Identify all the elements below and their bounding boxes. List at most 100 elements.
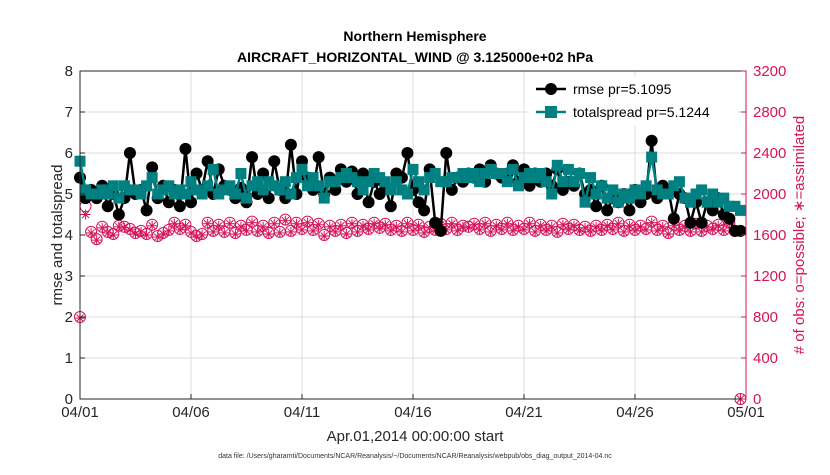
x-axis: 04/01 04/06 04/11 04/16 04/21 04/26 05/01 bbox=[61, 394, 765, 421]
x-tick-label: 05/01 bbox=[727, 404, 765, 421]
totalspread-point bbox=[318, 192, 330, 204]
obs-asterisk-stroke bbox=[142, 231, 151, 239]
totalspread-point bbox=[662, 188, 674, 200]
rmse-point bbox=[645, 134, 658, 147]
obs-assimilated-point bbox=[485, 226, 496, 237]
obs-assimilated-point bbox=[574, 225, 585, 236]
obs-assimilated-point bbox=[186, 227, 196, 238]
obs-asterisk-stroke bbox=[664, 230, 673, 238]
rmse-point bbox=[140, 204, 153, 217]
totalspread-point bbox=[424, 172, 436, 184]
totalspread-point bbox=[474, 176, 486, 188]
obs-asterisk-stroke bbox=[342, 230, 351, 238]
x-tick-label: 04/11 bbox=[284, 404, 320, 421]
totalspread-point bbox=[479, 168, 491, 179]
y-left-tick-label: 5 bbox=[65, 186, 73, 203]
totalspread-point bbox=[507, 163, 519, 175]
rmse-point bbox=[284, 138, 297, 151]
totalspread-point bbox=[141, 180, 153, 192]
totalspread-point bbox=[496, 168, 508, 179]
obs-asterisk-stroke bbox=[398, 228, 406, 236]
totalspread-point bbox=[601, 192, 613, 204]
totalspread-point bbox=[313, 180, 325, 192]
x-tick-label: 04/01 bbox=[61, 404, 99, 421]
obs-asterisk-stroke bbox=[525, 219, 534, 228]
totalspread-point bbox=[485, 163, 497, 175]
obs-assimilated-point bbox=[202, 218, 213, 229]
obs-asterisk-stroke bbox=[181, 221, 190, 230]
rmse-point bbox=[401, 147, 414, 159]
obs-asterisk-stroke bbox=[414, 221, 423, 230]
rmse-point bbox=[601, 204, 614, 217]
obs-asterisk-stroke bbox=[503, 219, 512, 228]
totalspread-point bbox=[607, 184, 619, 196]
obs-asterisk-stroke bbox=[653, 227, 662, 235]
totalspread-point bbox=[712, 196, 724, 208]
y-left-tick-label: 2 bbox=[65, 309, 73, 326]
obs-asterisk-stroke bbox=[81, 210, 90, 219]
obs-asterisk-stroke bbox=[231, 230, 240, 238]
obs-asterisk-stroke bbox=[214, 221, 223, 230]
obs-asterisk-stroke bbox=[642, 226, 650, 234]
obs-assimilated-point bbox=[524, 218, 535, 229]
totalspread-point bbox=[535, 168, 547, 179]
totalspread-point bbox=[118, 180, 130, 192]
rmse-point bbox=[695, 216, 708, 229]
totalspread-point bbox=[734, 204, 746, 216]
totalspread-point bbox=[257, 184, 269, 196]
obs-asterisk-stroke bbox=[220, 229, 229, 237]
obs-asterisk-stroke bbox=[547, 222, 556, 231]
obs-assimilated-point bbox=[613, 218, 624, 229]
totalspread-point bbox=[91, 188, 103, 200]
obs-asterisk-stroke bbox=[164, 227, 173, 235]
obs-asterisk-stroke bbox=[292, 219, 301, 228]
obs-assimilated-point bbox=[213, 220, 224, 231]
totalspread-point bbox=[191, 184, 203, 196]
obs-asterisk-stroke bbox=[87, 229, 95, 237]
rmse-point bbox=[684, 216, 697, 229]
x-tick-label: 04/06 bbox=[172, 404, 210, 421]
totalspread-point bbox=[396, 184, 408, 196]
totalspread-point bbox=[562, 163, 574, 175]
obs-asterisk-stroke bbox=[558, 220, 567, 229]
totalspread-point bbox=[279, 176, 291, 188]
legend-totalspread-marker bbox=[545, 106, 557, 118]
totalspread-point bbox=[451, 172, 463, 184]
obs-assimilated-point bbox=[663, 228, 674, 239]
rmse-point bbox=[123, 147, 136, 159]
y-right-tick-label: 2000 bbox=[753, 186, 786, 203]
totalspread-point bbox=[252, 176, 264, 188]
obs-assimilated-point bbox=[607, 224, 618, 235]
obs-asterisk-stroke bbox=[148, 221, 157, 230]
obs-assimilated-point bbox=[235, 221, 246, 232]
obs-assimilated-point bbox=[247, 217, 258, 228]
obs-asterisk-stroke bbox=[375, 224, 384, 233]
totalspread-point bbox=[146, 172, 158, 184]
totalspread-point bbox=[512, 180, 524, 192]
obs-assimilated-point bbox=[341, 228, 352, 239]
obs-asterisk-stroke bbox=[392, 222, 401, 231]
obs-asterisk-stroke bbox=[298, 226, 306, 234]
y-left-tick-label: 1 bbox=[65, 350, 73, 367]
obs-assimilated-point bbox=[224, 218, 235, 229]
totalspread-point bbox=[368, 168, 380, 179]
obs-asterisk-stroke bbox=[281, 216, 290, 225]
obs-assimilated-point bbox=[346, 218, 357, 229]
obs-asterisk-stroke bbox=[481, 219, 490, 228]
totalspread-point bbox=[568, 176, 580, 188]
line-layer bbox=[74, 134, 747, 237]
obs-asterisk-stroke bbox=[658, 222, 667, 231]
totalspread-point bbox=[668, 180, 680, 192]
obs-asterisk-stroke bbox=[320, 232, 329, 240]
obs-assimilated-point bbox=[91, 235, 102, 246]
y-left-tick-label: 7 bbox=[65, 104, 73, 121]
obs-asterisk-stroke bbox=[714, 221, 723, 230]
totalspread-point bbox=[407, 163, 419, 175]
obs-asterisk-stroke bbox=[570, 221, 578, 230]
obs-asterisk-stroke bbox=[264, 230, 273, 238]
totalspread-point bbox=[590, 188, 602, 200]
obs-asterisk-stroke bbox=[675, 227, 684, 235]
obs-assimilated-point bbox=[197, 230, 208, 240]
totalspread-point bbox=[585, 172, 597, 184]
obs-assimilated-point bbox=[219, 227, 230, 238]
